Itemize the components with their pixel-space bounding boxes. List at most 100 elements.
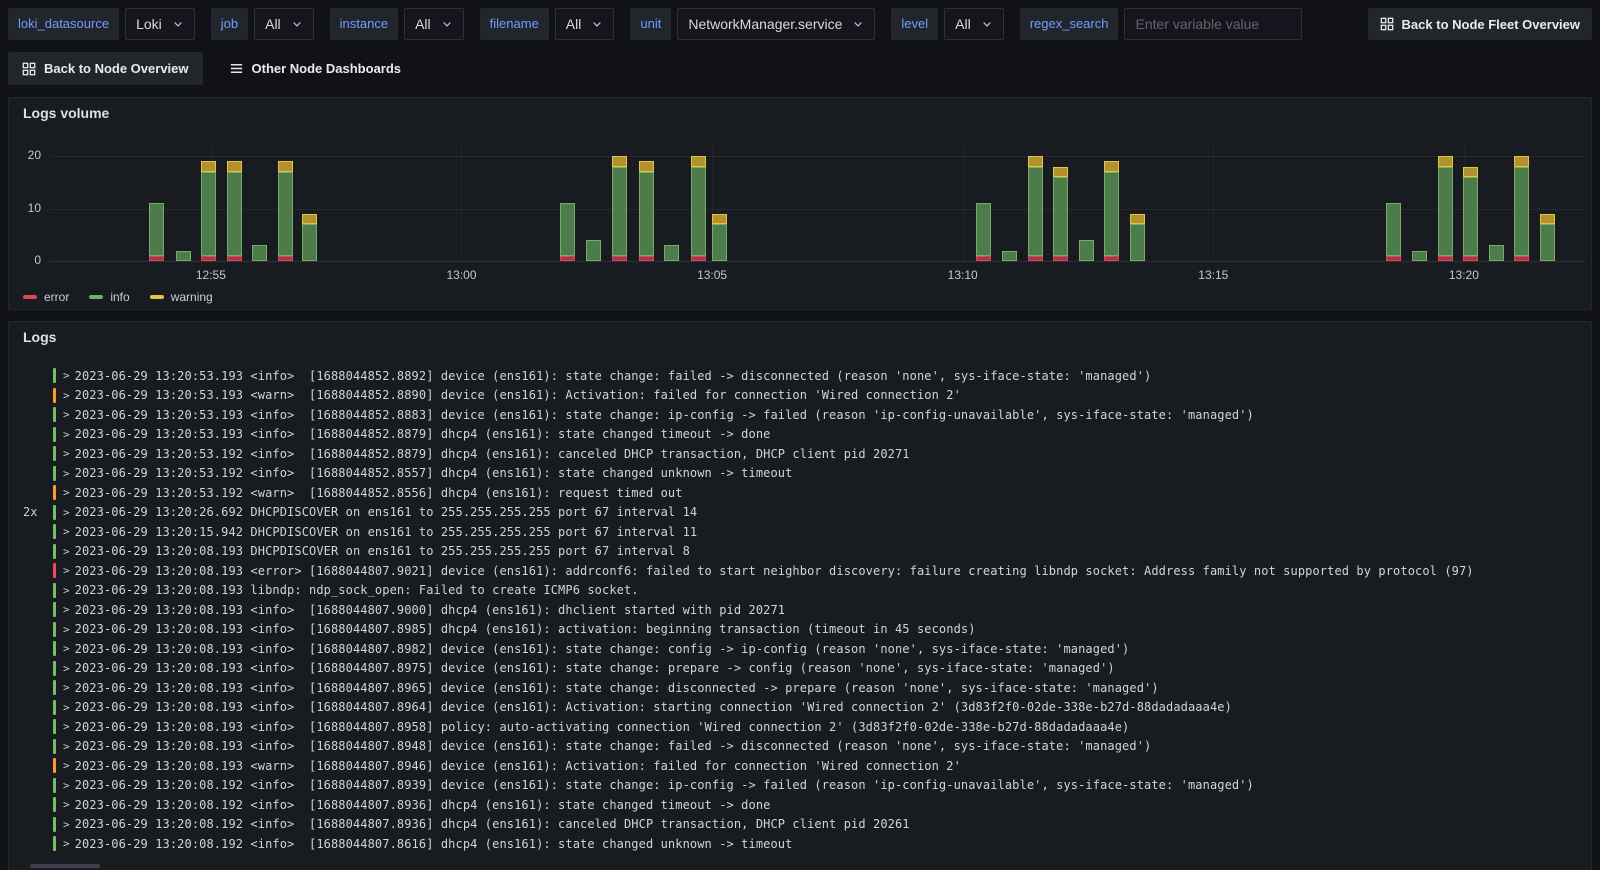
log-level-bar-info — [53, 446, 56, 462]
horizontal-scrollbar-thumb[interactable] — [30, 864, 100, 868]
log-level-bar-info — [53, 426, 56, 442]
legend-item-info[interactable]: info — [89, 290, 130, 304]
bar-segment-info — [691, 166, 706, 256]
bar-segment-info — [1386, 203, 1401, 256]
log-row[interactable]: >2023-06-29 13:20:08.192 <info> [1688044… — [9, 776, 1591, 796]
log-level-bar-info — [53, 465, 56, 481]
chevron-down-icon — [441, 18, 453, 30]
log-row[interactable]: >2023-06-29 13:20:08.192 <info> [1688044… — [9, 834, 1591, 854]
variable-job: job All — [210, 8, 314, 40]
fleet-button-label: Back to Node Fleet Overview — [1401, 16, 1580, 32]
log-level-bar-info — [53, 797, 56, 813]
bar-segment-error — [1514, 255, 1529, 261]
chevron-down-icon — [291, 18, 303, 30]
variable-selected-value: Loki — [136, 16, 162, 32]
log-row[interactable]: >2023-06-29 13:20:53.193 <info> [1688044… — [9, 425, 1591, 445]
expand-chevron-icon: > — [63, 447, 70, 461]
log-row[interactable]: >2023-06-29 13:20:08.193 <info> [1688044… — [9, 659, 1591, 679]
log-row[interactable]: >2023-06-29 13:20:08.193 <info> [1688044… — [9, 639, 1591, 659]
bar-segment-info — [201, 171, 216, 256]
bar-segment-error — [227, 255, 242, 261]
bar-segment-error — [691, 255, 706, 261]
legend-item-warning[interactable]: warning — [149, 290, 213, 304]
bar-segment-error — [560, 255, 575, 261]
variable-dropdown-level[interactable]: All — [944, 8, 1004, 40]
bar-segment-warning — [227, 161, 242, 172]
log-row[interactable]: >2023-06-29 13:20:08.193 DHCPDISCOVER on… — [9, 542, 1591, 562]
log-row[interactable]: >2023-06-29 13:20:08.193 <info> [1688044… — [9, 717, 1591, 737]
variable-dropdown-loki_datasource[interactable]: Loki — [125, 8, 195, 40]
log-level-bar-info — [53, 602, 56, 618]
expand-chevron-icon: > — [63, 817, 70, 831]
log-level-bar-warn — [53, 758, 56, 774]
log-line-text: 2023-06-29 13:20:08.193 libndp: ndp_sock… — [74, 583, 639, 598]
x-gridline — [461, 143, 463, 261]
bar-segment-warning — [712, 213, 727, 225]
x-axis-tick-label: 13:20 — [1448, 268, 1479, 282]
hamburger-menu-icon — [229, 61, 244, 76]
log-row[interactable]: >2023-06-29 13:20:08.193 <info> [1688044… — [9, 737, 1591, 757]
log-row[interactable]: >2023-06-29 13:20:08.192 <info> [1688044… — [9, 815, 1591, 835]
x-gridline — [1213, 143, 1215, 261]
log-row[interactable]: >2023-06-29 13:20:08.193 <info> [1688044… — [9, 678, 1591, 698]
variable-label-job: job — [210, 8, 249, 40]
log-line-text: 2023-06-29 13:20:08.193 <info> [16880448… — [74, 680, 1159, 695]
log-row[interactable]: >2023-06-29 13:20:08.193 <error> [168804… — [9, 561, 1591, 581]
log-line-text: 2023-06-29 13:20:53.193 <info> [16880448… — [74, 407, 1254, 422]
log-row[interactable]: >2023-06-29 13:20:08.193 <info> [1688044… — [9, 620, 1591, 640]
log-line-text: 2023-06-29 13:20:08.193 <info> [16880448… — [74, 719, 1130, 734]
variable-dropdown-unit[interactable]: NetworkManager.service — [677, 8, 876, 40]
bar-segment-info — [639, 171, 654, 256]
log-row[interactable]: >2023-06-29 13:20:53.192 <warn> [1688044… — [9, 483, 1591, 503]
expand-chevron-icon: > — [63, 681, 70, 695]
bar-segment-error — [976, 255, 991, 261]
expand-chevron-icon: > — [63, 700, 70, 714]
log-row[interactable]: >2023-06-29 13:20:53.193 <warn> [1688044… — [9, 386, 1591, 406]
log-line-text: 2023-06-29 13:20:26.692 DHCPDISCOVER on … — [74, 505, 698, 520]
back-to-node-fleet-overview-button[interactable]: Back to Node Fleet Overview — [1367, 8, 1592, 40]
log-row[interactable]: >2023-06-29 13:20:08.193 <warn> [1688044… — [9, 756, 1591, 776]
back-to-node-overview-button[interactable]: Back to Node Overview — [8, 52, 203, 85]
variable-selected-value: All — [955, 16, 971, 32]
other-node-dashboards-link[interactable]: Other Node Dashboards — [229, 61, 401, 76]
log-level-bar-info — [53, 738, 56, 754]
bar-segment-error — [1438, 255, 1453, 261]
log-row[interactable]: >2023-06-29 13:20:08.193 <info> [1688044… — [9, 698, 1591, 718]
log-row[interactable]: >2023-06-29 13:20:15.942 DHCPDISCOVER on… — [9, 522, 1591, 542]
logs-volume-panel-title: Logs volume — [23, 105, 110, 121]
variable-dropdown-job[interactable]: All — [254, 8, 314, 40]
bar-segment-info — [1028, 166, 1043, 256]
log-row[interactable]: >2023-06-29 13:20:08.192 <info> [1688044… — [9, 795, 1591, 815]
logs-volume-bar-chart — [49, 143, 1586, 262]
expand-chevron-icon: > — [63, 466, 70, 480]
x-axis-tick-label: 13:10 — [947, 268, 978, 282]
bar-segment-info — [227, 171, 242, 256]
back-button-label: Back to Node Overview — [44, 61, 189, 76]
bar-segment-info — [1079, 240, 1094, 261]
bar-segment-info — [560, 203, 575, 256]
variable-selected-value: All — [565, 16, 582, 32]
log-row[interactable]: >2023-06-29 13:20:53.192 <info> [1688044… — [9, 444, 1591, 464]
log-row[interactable]: >2023-06-29 13:20:53.193 <info> [1688044… — [9, 366, 1591, 386]
log-row[interactable]: >2023-06-29 13:20:08.193 <info> [1688044… — [9, 600, 1591, 620]
log-level-bar-info — [53, 524, 56, 540]
log-row[interactable]: >2023-06-29 13:20:53.193 <info> [1688044… — [9, 405, 1591, 425]
log-row[interactable]: >2023-06-29 13:20:08.193 libndp: ndp_soc… — [9, 581, 1591, 601]
log-row[interactable]: 2x >2023-06-29 13:20:26.692 DHCPDISCOVER … — [9, 503, 1591, 523]
log-row[interactable]: >2023-06-29 13:20:53.192 <info> [1688044… — [9, 464, 1591, 484]
y-axis-tick-label: 0 — [34, 253, 41, 267]
variable-dropdown-filename[interactable]: All — [554, 8, 615, 40]
apps-grid-icon — [22, 62, 36, 76]
legend-item-error[interactable]: error — [23, 290, 69, 304]
log-line-text: 2023-06-29 13:20:08.193 <info> [16880448… — [74, 700, 1232, 715]
variable-label-instance: instance — [329, 8, 399, 40]
variable-label-filename: filename — [479, 8, 549, 40]
variable-input-regex_search[interactable] — [1124, 8, 1303, 40]
log-level-bar-info — [53, 407, 56, 423]
log-line-text: 2023-06-29 13:20:08.192 <info> [16880448… — [74, 817, 910, 832]
log-line-text: 2023-06-29 13:20:53.193 <info> [16880448… — [74, 427, 771, 442]
dashboard-links-row: Back to Node Overview Other Node Dashboa… — [8, 52, 401, 85]
variable-dropdown-instance[interactable]: All — [404, 8, 464, 40]
expand-chevron-icon: > — [63, 583, 70, 597]
